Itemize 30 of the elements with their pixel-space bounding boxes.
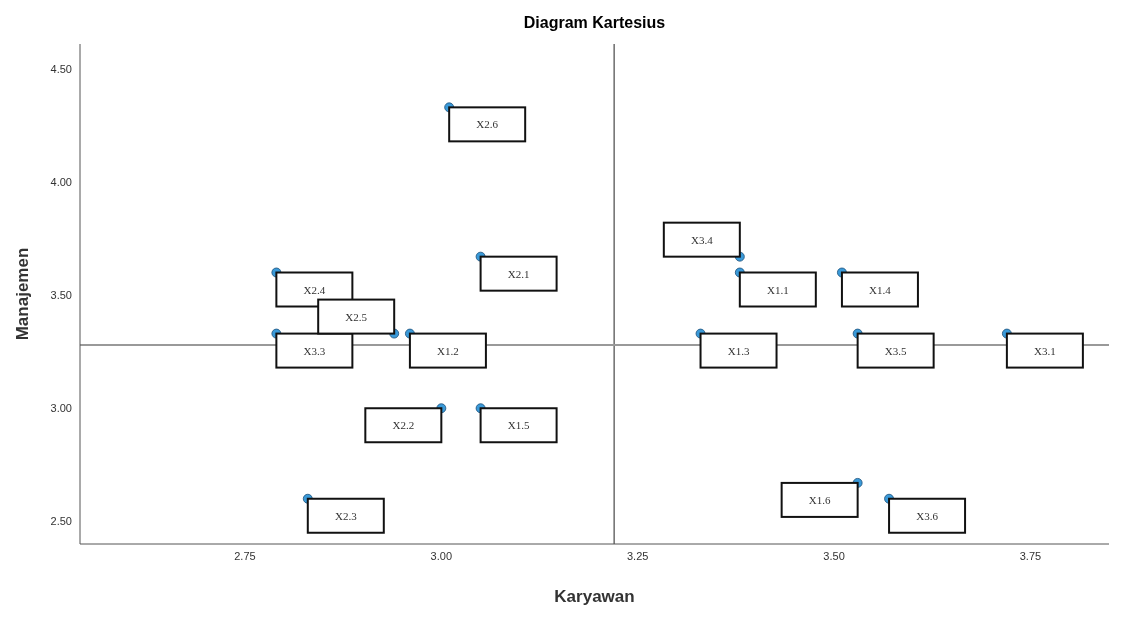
annotation: X1.6 [808,493,831,506]
x-tick-label: 3.00 [430,549,453,562]
annotation: X3.1 [1034,344,1056,357]
annotation: X1.5 [507,419,530,432]
y-tick-label: 3.00 [50,402,72,415]
x-tick-label: 3.75 [1019,549,1042,562]
y-axis-title: Manajemen [13,247,33,341]
annotation: X1.4 [869,283,892,296]
annotation: X1.1 [766,283,789,296]
x-axis-title: Karyawan [554,587,635,606]
annotation: X2.5 [345,310,368,323]
y-tick-label: 2.50 [50,515,72,528]
y-tick-label: 3.50 [50,289,72,302]
annotation: X3.4 [690,233,714,246]
annotation: X2.2 [392,419,415,432]
x-tick-label: 3.50 [823,549,845,562]
annotation: X2.3 [334,509,358,522]
annotation: X1.3 [727,344,750,357]
y-tick-label: 4.00 [50,175,72,188]
annotation: X3.3 [303,344,326,357]
annotation: X3.6 [916,509,939,522]
annotation: X2.1 [507,267,530,280]
annotation: X2.4 [303,283,326,296]
annotation: X1.2 [437,344,459,357]
x-tick-label: 2.75 [234,549,256,562]
annotation: X3.5 [884,344,907,357]
y-tick-label: 4.50 [50,62,72,75]
chart-title: Diagram Kartesius [522,14,667,32]
x-tick-label: 3.25 [626,549,649,562]
annotation: X2.6 [476,118,499,131]
